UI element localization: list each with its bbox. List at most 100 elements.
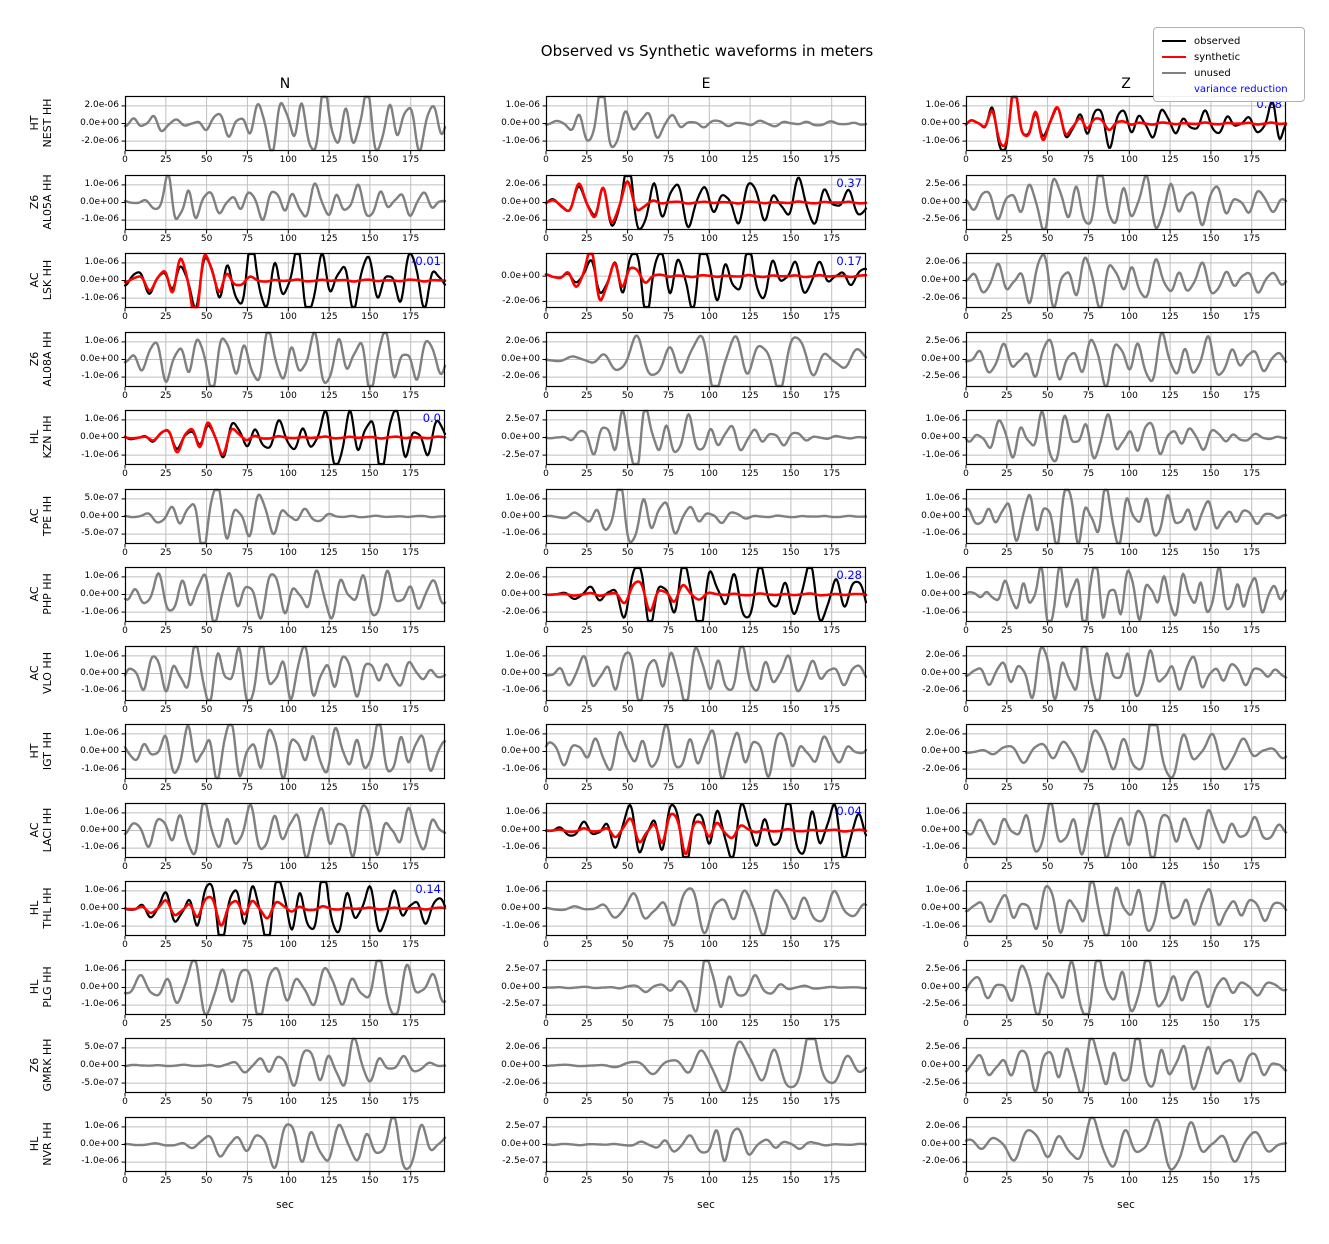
- x-tick-label: 125: [320, 312, 338, 322]
- legend-label: variance reduction: [1194, 83, 1288, 95]
- x-tick-label: 75: [662, 1018, 675, 1029]
- x-tick-label: 25: [581, 861, 593, 872]
- y-tick-label: 0.0e+00: [921, 903, 960, 913]
- waveform-plot-IGT-E: [542, 723, 868, 783]
- x-tick-label: 100: [279, 390, 297, 401]
- x-tick-label: 125: [1161, 940, 1179, 950]
- y-tick-label: -2.0e-06: [502, 371, 540, 382]
- x-tick-label: 0: [963, 1018, 969, 1029]
- unused-waveform: [544, 1126, 868, 1162]
- waveform-plot-AL08A-N: [121, 331, 447, 390]
- unused-waveform: [964, 1116, 1288, 1171]
- y-tick-label: -2.0e-06: [502, 214, 540, 225]
- x-tick-label: 50: [1041, 861, 1054, 872]
- x-tick-label: 100: [1120, 1097, 1138, 1107]
- network-code: HL: [28, 900, 41, 916]
- y-tick-label: -2.0e-06: [81, 135, 119, 146]
- network-code: AC: [28, 822, 41, 838]
- network-code: HL: [28, 429, 41, 445]
- x-tick-label: 75: [1082, 1175, 1095, 1186]
- y-tick-label: -1.0e-06: [922, 528, 960, 539]
- waveform-plot-VLO-N: [121, 645, 447, 704]
- x-tick-label: 125: [320, 1175, 338, 1186]
- x-tick-label: 150: [782, 861, 800, 872]
- waveform-plot-VLO-Z: [962, 645, 1288, 704]
- x-tick-label: 75: [1082, 861, 1095, 872]
- y-tick-label: -1.0e-06: [81, 1156, 119, 1167]
- station-label: HL KZN HH: [28, 395, 56, 479]
- x-tick-label: 125: [1161, 155, 1179, 165]
- waveform-plot-PHP-E: [542, 566, 868, 626]
- synthetic-waveform: [964, 95, 1288, 148]
- variance-reduction-value: 0.0: [422, 411, 441, 425]
- y-tick-label: -5.0e-07: [81, 1077, 119, 1088]
- x-tick-label: 50: [200, 704, 213, 715]
- x-tick-label: 0: [122, 155, 128, 165]
- x-tick-label: 100: [279, 1097, 297, 1107]
- x-tick-label: 125: [1161, 626, 1179, 636]
- x-tick-label: 75: [662, 783, 675, 793]
- unused-line-sample: [1162, 71, 1186, 75]
- x-tick-label: 125: [1161, 233, 1179, 244]
- x-tick-label: 100: [1120, 783, 1138, 793]
- x-tick-label: 25: [581, 233, 593, 244]
- x-tick-label: 25: [160, 547, 172, 558]
- x-tick-label: 100: [700, 861, 718, 872]
- x-tick-label: 125: [320, 1097, 338, 1107]
- network-code: AC: [28, 586, 41, 602]
- x-tick-label: 25: [1001, 1018, 1013, 1029]
- x-tick-label: 150: [1202, 1018, 1220, 1029]
- unused-waveform: [544, 723, 868, 780]
- y-tick-label: -2.0e-06: [922, 763, 960, 774]
- unused-waveform: [964, 723, 1288, 779]
- x-tick-label: 175: [1243, 783, 1261, 793]
- x-tick-label: 0: [122, 626, 128, 636]
- x-tick-label: 0: [122, 312, 128, 322]
- station-code: PHP HH: [41, 573, 54, 615]
- y-tick-label: 1.0e-06: [505, 649, 540, 660]
- y-tick-label: 0.0e+00: [501, 353, 540, 364]
- y-tick-label: 2.0e-06: [925, 1120, 960, 1131]
- waveform-plot-NVR-N: [121, 1116, 447, 1175]
- x-tick-label: 125: [1161, 1018, 1179, 1029]
- x-tick-label: 25: [581, 1175, 593, 1186]
- synthetic-waveform: [123, 895, 447, 927]
- waveform-plot-THL-N: [121, 880, 447, 940]
- waveform-plot-PHP-Z: [962, 566, 1288, 626]
- y-tick-label: 2.0e-06: [925, 649, 960, 660]
- unused-waveform: [123, 723, 447, 780]
- x-tick-label: 125: [320, 155, 338, 165]
- x-tick-label: 75: [1082, 626, 1095, 636]
- x-tick-label: 125: [320, 547, 338, 558]
- x-tick-label: 125: [741, 390, 759, 401]
- network-code: Z6: [28, 194, 41, 209]
- unused-waveform: [964, 331, 1288, 387]
- x-tick-label: 50: [200, 155, 213, 165]
- x-tick-label: 50: [621, 626, 634, 636]
- station-code: VLO HH: [41, 651, 54, 694]
- x-tick-label: 75: [662, 704, 675, 715]
- legend-item-unused: unused: [1162, 65, 1296, 81]
- y-tick-label: -2.5e-06: [922, 999, 960, 1010]
- x-tick-label: 75: [241, 783, 254, 793]
- network-code: AC: [28, 272, 41, 288]
- x-tick-label: 75: [1082, 1018, 1095, 1029]
- station-code: PLG HH: [41, 965, 54, 1008]
- x-tick-label: 150: [1202, 547, 1220, 558]
- y-tick-label: -2.5e-06: [922, 371, 960, 382]
- y-tick-label: -1.0e-06: [81, 606, 119, 617]
- y-tick-label: -1.0e-06: [81, 842, 119, 853]
- network-code: HT: [28, 115, 41, 131]
- x-tick-label: 25: [1001, 861, 1013, 872]
- y-tick-label: -1.0e-06: [502, 920, 540, 931]
- x-tick-label: 0: [963, 1175, 969, 1186]
- waveform-plot-AL05A-E: [542, 174, 868, 233]
- x-axis-label-e: sec: [697, 1199, 715, 1211]
- unused-waveform: [123, 174, 447, 221]
- x-tick-label: 100: [1120, 626, 1138, 636]
- waveform-plot-NEST-Z: [962, 95, 1288, 155]
- x-tick-label: 75: [241, 547, 254, 558]
- x-tick-label: 175: [402, 1097, 420, 1107]
- x-tick-label: 25: [160, 233, 172, 244]
- y-tick-label: -1.0e-06: [502, 528, 540, 539]
